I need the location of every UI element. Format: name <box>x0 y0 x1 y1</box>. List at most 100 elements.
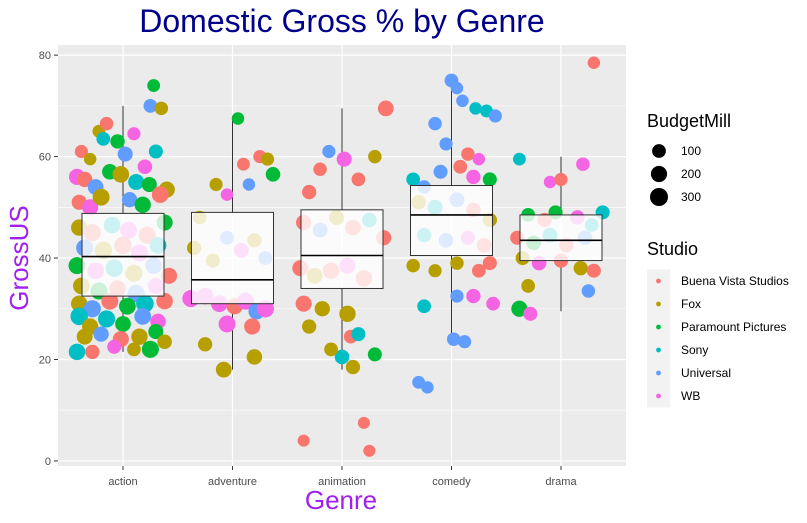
data-point <box>141 176 157 193</box>
data-point <box>482 172 497 187</box>
data-point <box>68 343 86 361</box>
data-point <box>71 295 88 312</box>
y-tick-label: 40 <box>39 253 51 265</box>
data-point <box>156 292 173 310</box>
data-point <box>586 263 601 278</box>
legend-size-key <box>650 165 668 183</box>
box-comedy <box>410 185 493 256</box>
data-point <box>157 334 172 350</box>
data-point <box>160 267 178 284</box>
legend-studio-key <box>656 370 661 376</box>
legend-studio-label: Sony <box>681 343 708 357</box>
data-point <box>246 349 263 365</box>
legend-size-key <box>650 188 668 206</box>
data-point <box>127 342 141 357</box>
data-point <box>461 147 475 161</box>
data-point <box>482 256 497 271</box>
data-point <box>297 434 310 447</box>
data-point <box>301 319 317 334</box>
x-tick-label: action <box>108 476 137 488</box>
data-point <box>147 79 161 92</box>
data-point <box>313 162 327 177</box>
data-point <box>406 258 420 273</box>
data-point <box>523 306 538 321</box>
data-point <box>143 98 158 113</box>
data-point <box>450 81 464 95</box>
legend-studio-title: Studio <box>647 239 698 259</box>
y-axis-ticks: 0 20 40 60 80 <box>39 50 58 468</box>
data-point <box>197 337 213 352</box>
data-point <box>99 116 114 131</box>
data-point <box>334 349 350 365</box>
data-point <box>446 332 461 346</box>
data-point <box>466 169 481 185</box>
data-point <box>345 359 361 375</box>
data-point <box>587 56 601 69</box>
legend-studio: Studio Buena Vista Studios Fox Paramount P… <box>647 239 789 408</box>
legend-studio-key <box>656 278 661 284</box>
data-point <box>488 109 502 123</box>
data-point <box>512 152 526 166</box>
legend-studio-key <box>656 301 661 307</box>
data-point <box>314 301 330 317</box>
data-point <box>77 171 93 188</box>
data-point <box>576 157 590 171</box>
legend-size-key <box>652 144 666 158</box>
data-point <box>265 167 281 182</box>
data-point <box>98 310 116 328</box>
data-point <box>76 328 93 345</box>
legend-size-label: 100 <box>681 144 701 158</box>
data-point <box>96 131 111 146</box>
data-point <box>148 144 163 159</box>
box-drama <box>519 214 603 262</box>
data-point <box>554 172 568 186</box>
data-point <box>117 146 133 162</box>
legend-size-label: 200 <box>681 167 701 181</box>
data-point <box>367 347 382 362</box>
data-point <box>148 324 164 340</box>
data-point <box>127 127 141 141</box>
legend-studio-label: Paramount Pictures <box>681 320 786 334</box>
data-point <box>324 342 338 357</box>
data-point <box>357 416 370 429</box>
data-point <box>242 178 256 191</box>
box-animation <box>300 209 384 289</box>
data-point <box>93 326 109 342</box>
y-tick-label: 80 <box>39 50 51 62</box>
data-point <box>472 152 486 166</box>
data-point <box>237 157 250 171</box>
legend-studio-label: WB <box>681 389 700 403</box>
data-point <box>339 305 356 323</box>
chart-title: Domestic Gross % by Genre <box>139 3 544 39</box>
data-point <box>154 101 169 116</box>
y-tick-label: 60 <box>39 152 51 164</box>
data-point <box>74 144 88 159</box>
y-tick-label: 20 <box>39 354 51 366</box>
legend-size-label: 300 <box>681 190 701 204</box>
data-point <box>471 263 486 278</box>
data-point <box>521 279 536 293</box>
data-point <box>450 289 464 303</box>
legend-size-title: BudgetMill <box>647 111 731 131</box>
box-adventure <box>191 211 274 305</box>
x-tick-label: comedy <box>432 476 471 488</box>
data-point <box>141 340 159 358</box>
data-point <box>486 296 500 311</box>
data-point <box>151 186 169 204</box>
data-point <box>85 344 100 360</box>
data-point <box>301 184 317 200</box>
data-point <box>581 284 596 298</box>
legend-studio-key <box>656 347 661 353</box>
data-point <box>336 151 352 167</box>
x-axis-title: Genre <box>305 485 377 515</box>
data-point <box>421 381 434 394</box>
data-point <box>456 94 469 108</box>
data-point <box>220 188 234 201</box>
data-point <box>428 264 442 278</box>
data-point <box>295 295 312 312</box>
box-action <box>81 212 165 297</box>
data-point <box>543 175 557 189</box>
data-point <box>83 300 101 318</box>
data-point <box>121 192 138 208</box>
data-point <box>83 152 97 166</box>
